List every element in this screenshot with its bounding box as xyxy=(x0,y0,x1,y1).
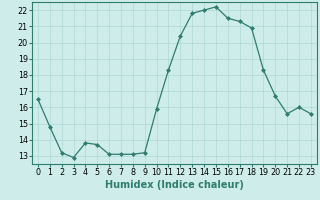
X-axis label: Humidex (Indice chaleur): Humidex (Indice chaleur) xyxy=(105,180,244,190)
